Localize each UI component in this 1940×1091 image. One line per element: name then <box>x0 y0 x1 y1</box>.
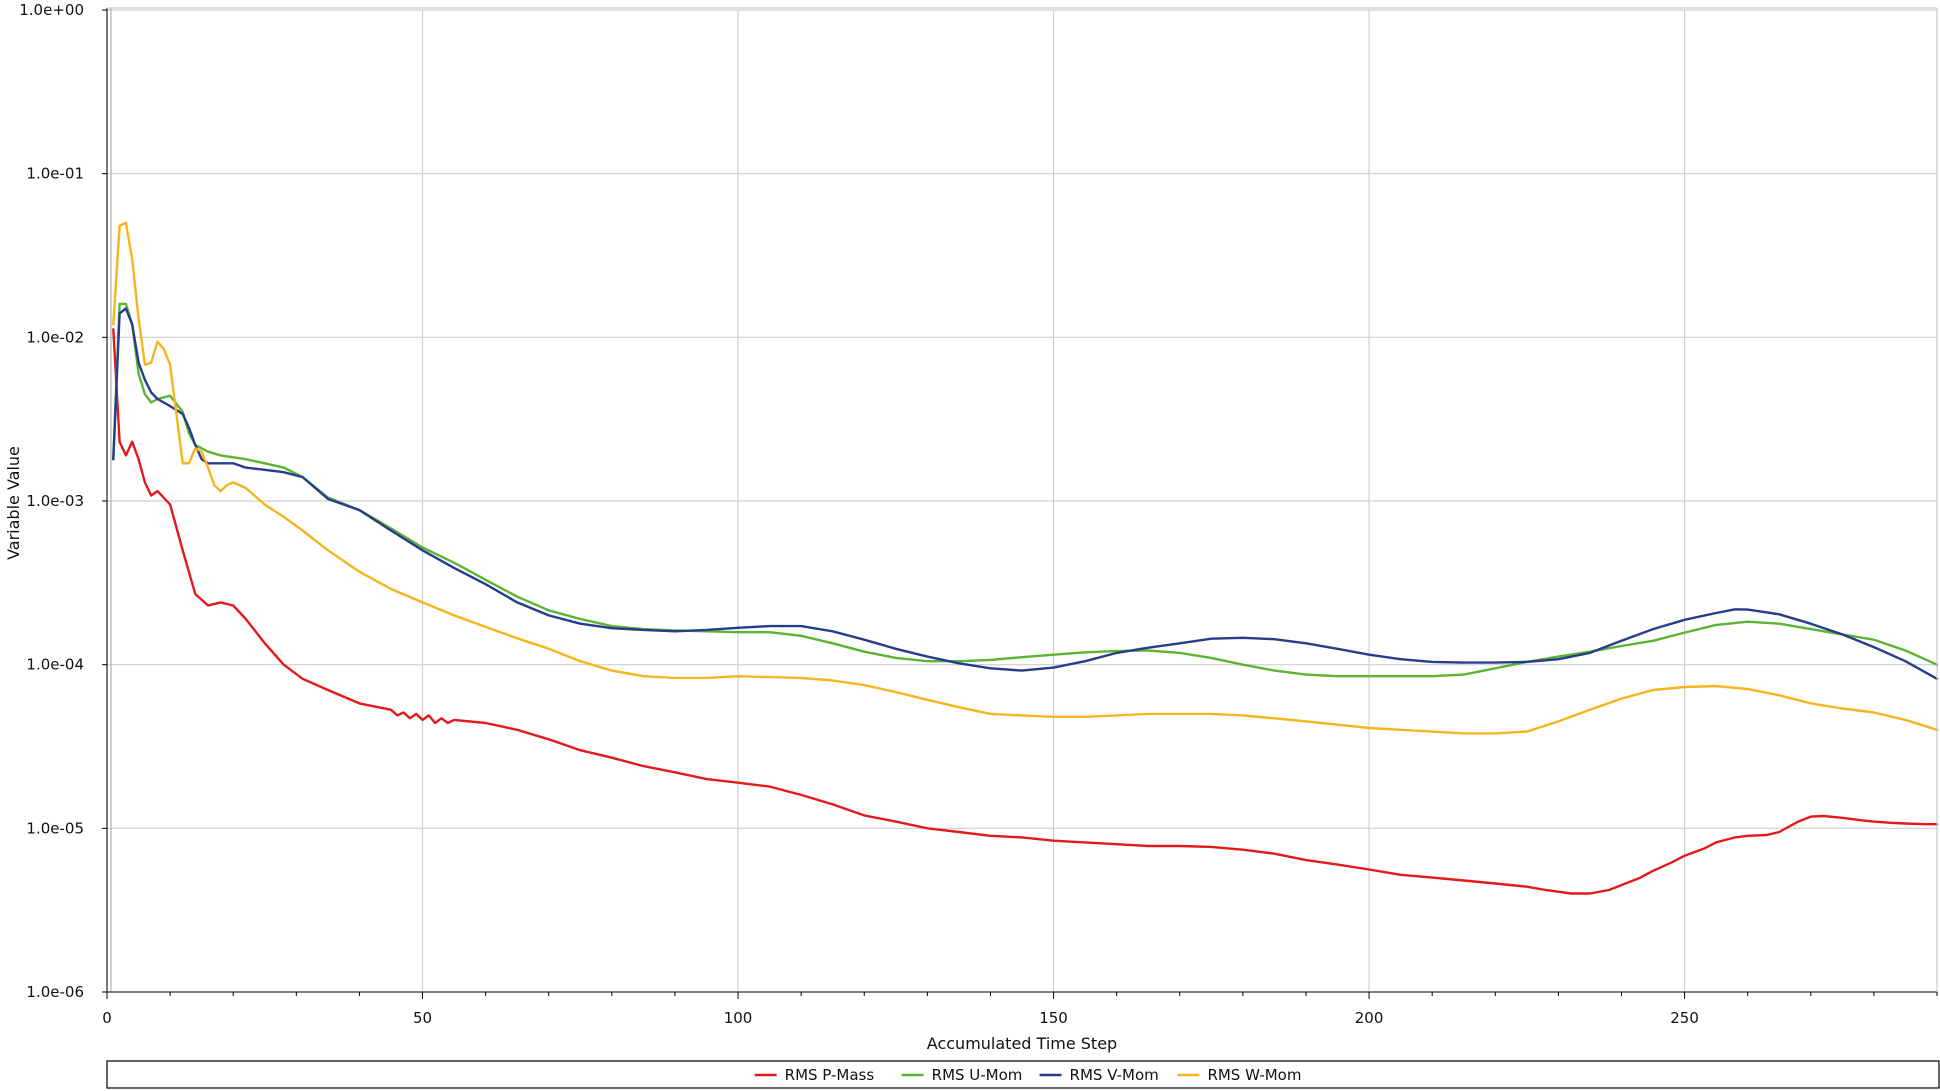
x-tick-label: 250 <box>1670 1009 1699 1027</box>
y-tick-label: 1.0e-01 <box>26 165 84 183</box>
legend: RMS P-Mass RMS U-Mom RMS V-Mom RMS W-Mom <box>106 1060 1940 1089</box>
legend-label: RMS V-Mom <box>1070 1066 1159 1084</box>
series-line-rms-w-mom <box>112 221 1939 735</box>
x-tick-label: 150 <box>1039 1009 1068 1027</box>
legend-label: RMS W-Mom <box>1207 1066 1301 1084</box>
series-line-rms-u-mom <box>112 302 1939 678</box>
series-lines <box>112 221 1939 895</box>
y-tick-label: 1.0e+00 <box>19 1 84 19</box>
y-tick-label: 1.0e-06 <box>26 983 84 1001</box>
x-tick-label: 50 <box>413 1009 432 1027</box>
series-line-rms-p-mass <box>112 328 1939 895</box>
x-axis-title: Accumulated Time Step <box>927 1034 1117 1053</box>
legend-box <box>106 1060 1940 1089</box>
axis-ticks: 0 50 100 150 200 250 1.0e+00 1.0e-01 1.0e-02 1.0e… <box>19 1 1938 1027</box>
x-tick-label: 0 <box>102 1009 112 1027</box>
x-tick-label: 200 <box>1355 1009 1384 1027</box>
legend-label: RMS U-Mom <box>932 1066 1023 1084</box>
y-tick-label: 1.0e-05 <box>26 819 84 837</box>
y-tick-label: 1.0e-04 <box>26 656 84 674</box>
series-line-rms-v-mom <box>112 307 1939 680</box>
y-tick-label: 1.0e-02 <box>26 328 84 346</box>
x-tick-label: 100 <box>724 1009 753 1027</box>
y-axis-title: Variable Value <box>4 446 23 560</box>
legend-label: RMS P-Mass <box>785 1066 875 1084</box>
y-tick-label: 1.0e-03 <box>26 492 84 510</box>
gridlines <box>107 9 1937 992</box>
